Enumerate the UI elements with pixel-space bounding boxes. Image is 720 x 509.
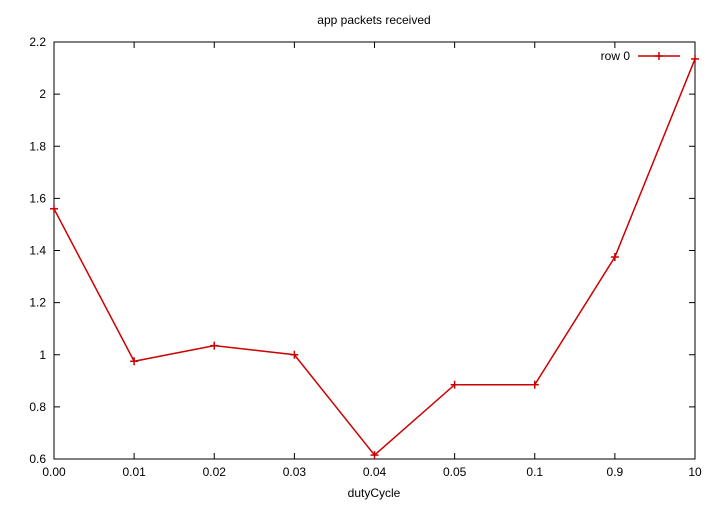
x-tick-label: 0.02: [203, 465, 227, 479]
data-point: [610, 253, 619, 262]
series-line: [53, 58, 696, 457]
data-point: [530, 380, 539, 389]
x-tick-label: 0.03: [283, 465, 307, 479]
chart-title: app packets received: [317, 13, 430, 27]
x-axis-label: dutyCycle: [348, 486, 401, 500]
y-tick-label: 1.2: [29, 296, 46, 310]
y-tick-label: 1.6: [29, 191, 46, 205]
legend-label: row 0: [601, 49, 631, 63]
y-tick-label: 0.6: [29, 452, 46, 466]
x-tick-label: 10: [688, 465, 702, 479]
x-tick-label: 0.05: [443, 465, 467, 479]
x-tick-label: 0.9: [607, 465, 624, 479]
data-point: [210, 341, 219, 350]
y-tick-label: 1.4: [29, 244, 46, 258]
y-tick-label: 1.8: [29, 139, 46, 153]
y-tick-label: 0.8: [29, 400, 46, 414]
y-tick-label: 2.2: [29, 35, 46, 49]
x-tick-label: 0.00: [42, 465, 66, 479]
plot-frame: [53, 41, 696, 460]
x-tick-label: 0.01: [122, 465, 146, 479]
data-point: [370, 451, 379, 460]
axis-ticks: 0.6 0.8 1 1.2 1.4 1.6 1.8 2 2.2 0.00 0.01 0.02 0.03 0…: [29, 35, 702, 479]
series-layer: [50, 54, 699, 460]
data-point: [130, 357, 139, 366]
y-tick-label: 1: [39, 348, 46, 362]
data-point: [50, 204, 58, 213]
legend: row 0: [601, 49, 680, 63]
x-tick-label: 0.1: [526, 465, 543, 479]
data-point: [450, 380, 459, 389]
x-tick-label: 0.04: [363, 465, 387, 479]
data-point: [691, 54, 699, 63]
y-tick-label: 2: [39, 87, 46, 101]
data-point: [290, 350, 299, 359]
